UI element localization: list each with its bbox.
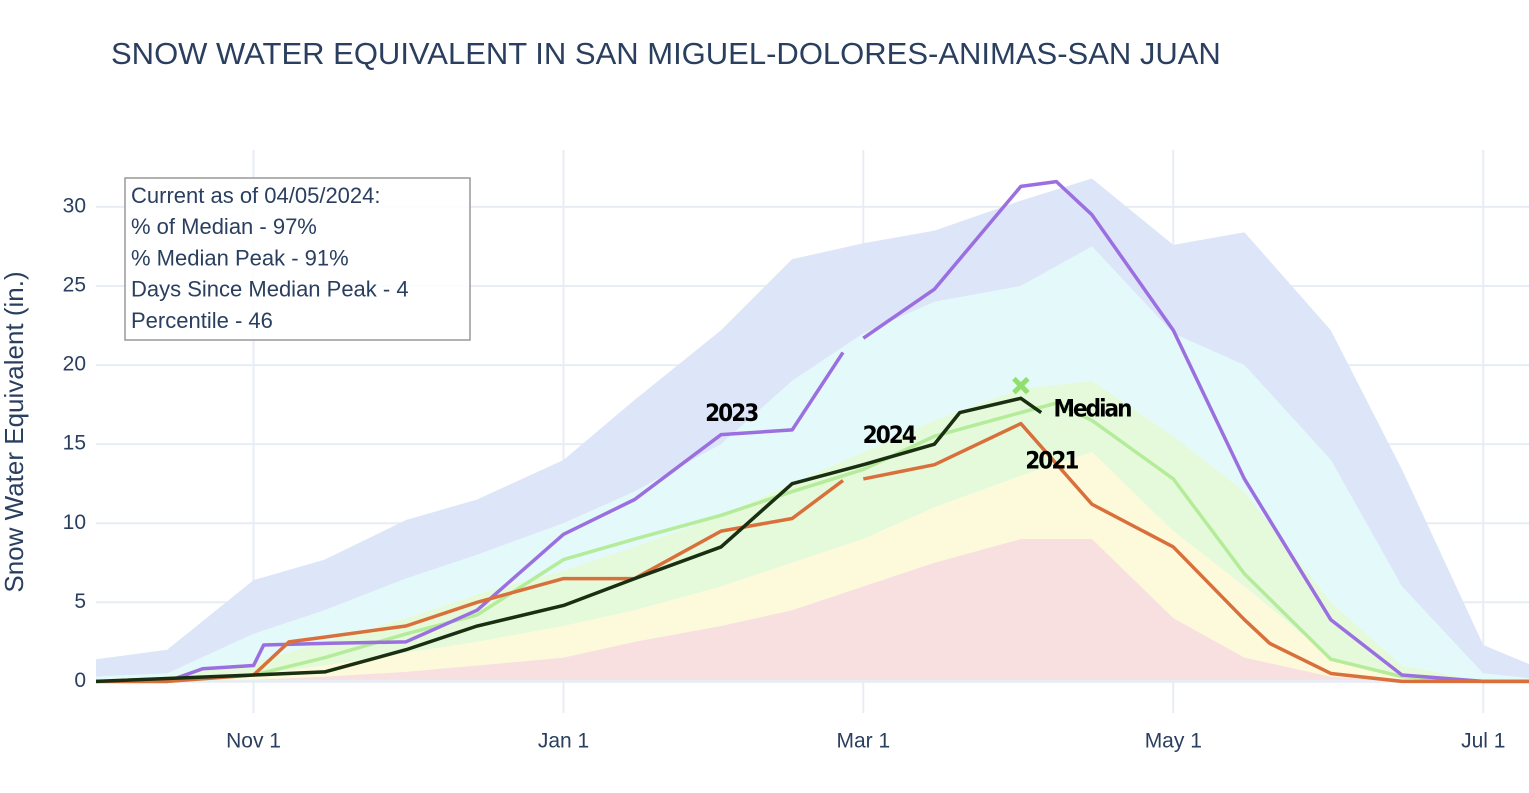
plot-area: Nov 1 Jan 1 Mar 1 May 1 Jul 1 0 5 10 15 20 25 30 202… [63, 150, 1529, 753]
percentile-band [96, 452, 1529, 682]
info-line: Percentile - 46 [131, 308, 273, 333]
y-tick-label: 15 [63, 432, 86, 455]
info-box: Current as of 04/05/2024: % of Median - 9… [124, 177, 471, 341]
info-line: % of Median - 97% [131, 214, 317, 239]
chart-title: SNOW WATER EQUIVALENT IN SAN MIGUEL-DOLO… [111, 36, 1221, 71]
x-tick-label: Nov 1 [226, 730, 281, 753]
series-line [96, 401, 1529, 684]
y-tick-label: 30 [63, 194, 86, 217]
info-line: Days Since Median Peak - 4 [131, 277, 409, 302]
y-tick-label: 0 [74, 669, 86, 692]
y-tick-label: 5 [74, 590, 86, 613]
y-tick-label: 25 [63, 274, 86, 297]
x-tick-label: Mar 1 [836, 730, 890, 753]
series-line [96, 179, 1529, 684]
info-line: % Median Peak - 91% [131, 245, 349, 270]
annotation: 2024 [863, 421, 917, 449]
percentile-band [96, 380, 1529, 682]
annotation: 2021 [1025, 447, 1078, 475]
info-line: Current as of 04/05/2024: [131, 183, 381, 208]
annotation: Median [1054, 394, 1132, 422]
series-line [95, 396, 1043, 684]
percentile-band [96, 178, 1529, 679]
y-tick-label: 10 [63, 511, 86, 534]
median-peak-marker [1012, 376, 1030, 395]
x-tick-label: Jul 1 [1461, 730, 1505, 753]
percentile-band [96, 539, 1529, 682]
x-tick-label: May 1 [1145, 730, 1202, 753]
annotation: 2023 [705, 399, 758, 427]
x-tick-label: Jan 1 [538, 730, 589, 753]
y-tick-label: 20 [63, 353, 86, 376]
y-axis-title: Snow Water Equivalent (in.) [0, 271, 29, 592]
info-box-frame [124, 177, 471, 341]
percentile-band [96, 246, 1529, 682]
